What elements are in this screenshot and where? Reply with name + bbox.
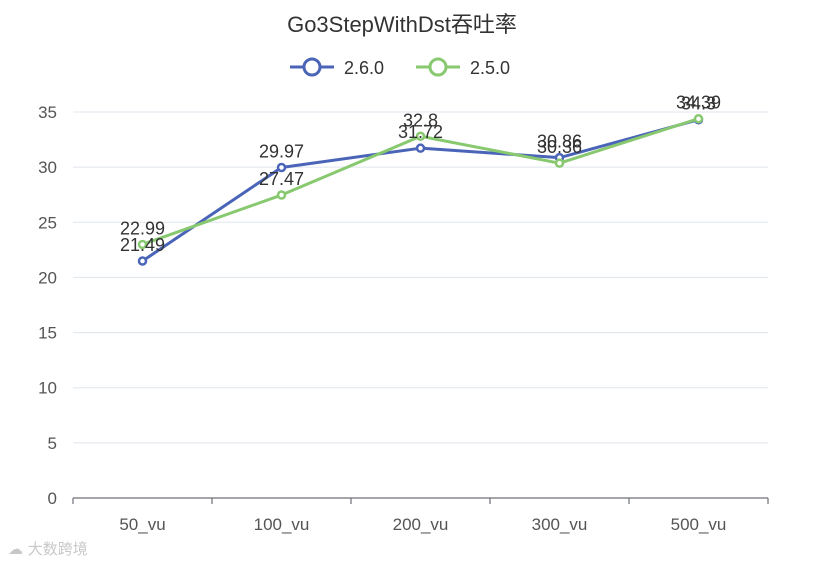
data-point xyxy=(137,256,148,266)
data-label: 34.39 xyxy=(676,93,721,113)
data-label: 22.99 xyxy=(120,218,165,238)
x-axis: 50_vu 100_vu 200_vu 300_vu 500_vu xyxy=(72,497,769,534)
chart-title: Go3StepWithDst吞吐率 xyxy=(287,12,517,37)
legend: 2.6.0 2.5.0 xyxy=(290,57,510,78)
data-label: 21.49 xyxy=(120,235,165,255)
data-point xyxy=(554,158,565,168)
data-labels: 21.49 29.97 31.72 30.86 34.3 22.99 27.47 32.8 30… xyxy=(120,93,721,255)
legend-label-2.5.0: 2.5.0 xyxy=(470,58,510,78)
y-axis: 0 5 10 15 20 25 30 35 xyxy=(38,103,57,508)
data-point xyxy=(415,131,426,142)
cloud-icon: ☁ xyxy=(8,540,23,558)
grid-lines xyxy=(73,111,768,444)
data-point xyxy=(276,190,287,200)
data-label: 29.97 xyxy=(259,141,304,161)
y-tick-label: 25 xyxy=(38,213,57,232)
data-label: 34.3 xyxy=(681,94,716,114)
data-label: 31.72 xyxy=(398,122,443,142)
series-layer xyxy=(137,113,704,266)
x-tick-label: 50_vu xyxy=(119,515,165,534)
x-tick-label: 100_vu xyxy=(254,515,310,534)
x-tick-label: 500_vu xyxy=(671,515,727,534)
data-point xyxy=(276,162,287,173)
x-tick-label: 300_vu xyxy=(532,515,588,534)
watermark: ☁ 大数跨境 xyxy=(8,538,88,559)
y-tick-label: 10 xyxy=(38,379,57,398)
legend-marker-2.6.0 xyxy=(302,57,322,77)
data-label: 30.86 xyxy=(537,132,582,152)
data-label: 27.47 xyxy=(259,169,304,189)
data-point xyxy=(415,143,426,153)
legend-marker-2.5.0 xyxy=(428,57,448,77)
y-tick-label: 20 xyxy=(38,268,57,287)
data-label: 30.36 xyxy=(537,137,582,157)
watermark-text: 大数跨境 xyxy=(27,540,88,558)
y-tick-label: 15 xyxy=(38,324,57,343)
legend-label-2.6.0: 2.6.0 xyxy=(344,58,384,78)
y-tick-label: 0 xyxy=(48,489,57,508)
data-point xyxy=(137,239,148,250)
y-tick-label: 30 xyxy=(38,158,57,177)
data-label: 32.8 xyxy=(403,110,438,130)
x-tick-label: 200_vu xyxy=(393,515,449,534)
y-tick-label: 5 xyxy=(48,434,57,453)
data-point xyxy=(693,113,704,124)
y-tick-label: 35 xyxy=(38,103,57,122)
